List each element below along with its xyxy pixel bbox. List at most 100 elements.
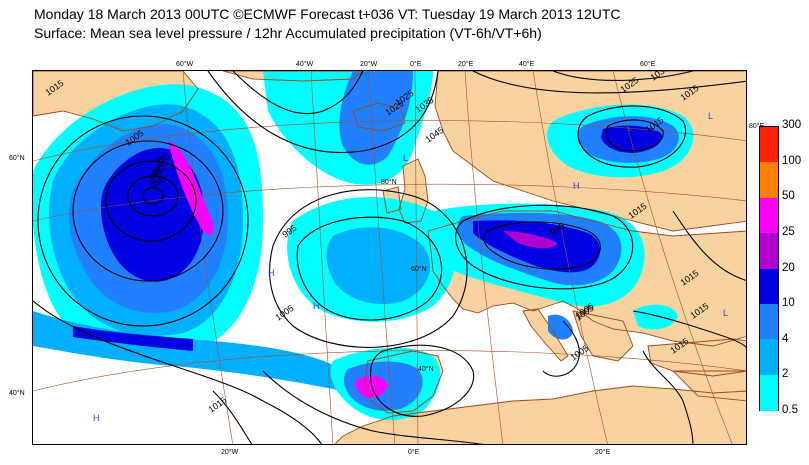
coastline: [434, 71, 746, 232]
chart-subtitle: Surface: Mean sea level pressure / 12hr …: [34, 25, 542, 41]
precip-atlantic-deep: [100, 147, 205, 282]
coastline: [671, 370, 746, 402]
graticule-meridian: [310, 71, 334, 444]
longitude-label-top: 40°E: [519, 61, 535, 68]
legend-swatch: [760, 374, 778, 411]
inner-latitude-label: 80°N: [381, 178, 397, 186]
latitude-label-left: 60°N: [9, 155, 25, 162]
isobar: [72, 140, 224, 282]
precip-atlantic-band: [33, 311, 343, 391]
legend-tick-label: 100: [782, 154, 802, 167]
isobar: [33, 300, 323, 444]
legend-swatch: [760, 162, 778, 199]
latitude-label-left: 40°N: [9, 390, 25, 397]
precip-atlantic-band-inner: [73, 326, 193, 351]
longitude-label-top: 40°W: [296, 61, 314, 68]
legend-swatch: [760, 268, 778, 305]
precip-central-swirl-inner: [326, 227, 431, 305]
high-pressure-marker: H: [313, 301, 320, 311]
land-turkey: [648, 339, 746, 376]
legend-swatch: [760, 127, 778, 163]
isobar: [472, 71, 746, 94]
precipitation-field: [33, 71, 694, 420]
graticule-parallel: [33, 120, 746, 162]
legend-tick-label: 20: [782, 261, 795, 274]
low-pressure-marker: L: [403, 153, 408, 163]
legend-tick-label: 50: [782, 190, 795, 203]
low-pressure-marker: L: [723, 308, 728, 318]
coastline: [427, 210, 746, 347]
legend-tick-label: 2: [782, 368, 789, 381]
graticule-meridian: [532, 71, 608, 444]
isobar: [232, 71, 364, 115]
latitude-label-right: 80°E: [749, 123, 765, 130]
legend-tick-label: 25: [782, 225, 795, 238]
legend-tick-label: 4: [782, 332, 789, 345]
high-pressure-marker: H: [268, 268, 275, 278]
isobar: [606, 119, 664, 152]
graticule-meridian: [612, 71, 733, 444]
graticule-meridian: [414, 71, 419, 444]
isobar: [577, 105, 687, 168]
high-pressure-marker: H: [573, 181, 580, 191]
legend-swatch: [760, 303, 778, 340]
legend-tick-label: 300: [782, 119, 802, 131]
coastline: [398, 158, 429, 224]
graticule-meridian: [464, 71, 504, 444]
coastline: [572, 310, 634, 362]
isobar: [105, 160, 197, 242]
isobar: [37, 115, 249, 327]
inner-latitude-label: 40°N: [418, 365, 434, 373]
isobar: [296, 216, 443, 321]
longitude-label-bottom: 20°W: [221, 449, 239, 456]
coastline: [382, 186, 402, 214]
coastline: [222, 71, 364, 82]
isobar: [262, 370, 485, 444]
land-mideast: [673, 371, 746, 401]
longitude-label-top: 60°W: [176, 61, 194, 68]
isobar: [455, 204, 634, 290]
legend-tick-label: 10: [782, 297, 795, 310]
isobar: [483, 221, 601, 270]
longitude-label-bottom: 20°E: [595, 449, 611, 456]
isobar: [672, 210, 746, 281]
isobar: [127, 175, 179, 217]
isobar: [269, 189, 468, 348]
inner-latitude-labels: 80°N 60°N 40°N: [381, 178, 434, 373]
legend-tick-label: 0.5: [782, 404, 798, 416]
longitude-label-top: 0°E: [410, 61, 422, 68]
isobar: [552, 71, 694, 82]
land-africa: [335, 386, 746, 444]
legend-swatch: [760, 233, 778, 269]
precip-iceland-band-inner: [339, 71, 413, 165]
coastline: [352, 102, 406, 132]
high-pressure-marker: H: [93, 413, 100, 423]
longitude-label-bottom: 0°E: [408, 449, 420, 456]
isobar: [142, 187, 164, 205]
isobar: [632, 310, 746, 348]
low-pressure-marker: L: [628, 123, 633, 133]
graticule-lines: [33, 71, 746, 444]
isobar: [212, 390, 253, 444]
forecast-map[interactable]: 995 1005 1015 1025 1035 1045 985 975 965 955 1015 1…: [32, 70, 747, 445]
pressure-centres: H H H H L L L L: [93, 111, 728, 423]
longitude-label-top: 20°E: [458, 61, 474, 68]
longitude-label-top: 60°E: [640, 61, 656, 68]
chart-title: Monday 18 March 2013 00UTC ©ECMWF Foreca…: [34, 6, 621, 22]
graticule-parallel: [33, 350, 746, 392]
isobar: [369, 344, 475, 417]
graticule-meridian: [367, 71, 396, 444]
coastline: [647, 338, 746, 377]
isobar-lines: [33, 71, 746, 444]
precip-russia-deep: [601, 125, 662, 153]
land-balkans: [573, 311, 633, 361]
precip-europe-band-purple: [503, 231, 558, 249]
precip-turkey-spot: [633, 304, 678, 330]
isobar-label: 1035: [648, 71, 670, 83]
inner-latitude-label: 60°N: [411, 265, 427, 273]
low-pressure-marker: L: [708, 111, 713, 121]
legend-swatch: [760, 339, 778, 376]
coastline: [364, 350, 444, 414]
coastline: [33, 71, 199, 132]
